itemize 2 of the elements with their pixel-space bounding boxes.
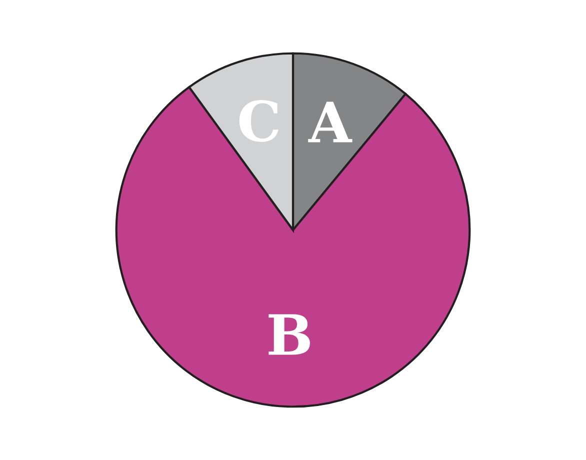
- slice-label: A: [308, 102, 352, 142]
- slice-label: B: [268, 314, 310, 355]
